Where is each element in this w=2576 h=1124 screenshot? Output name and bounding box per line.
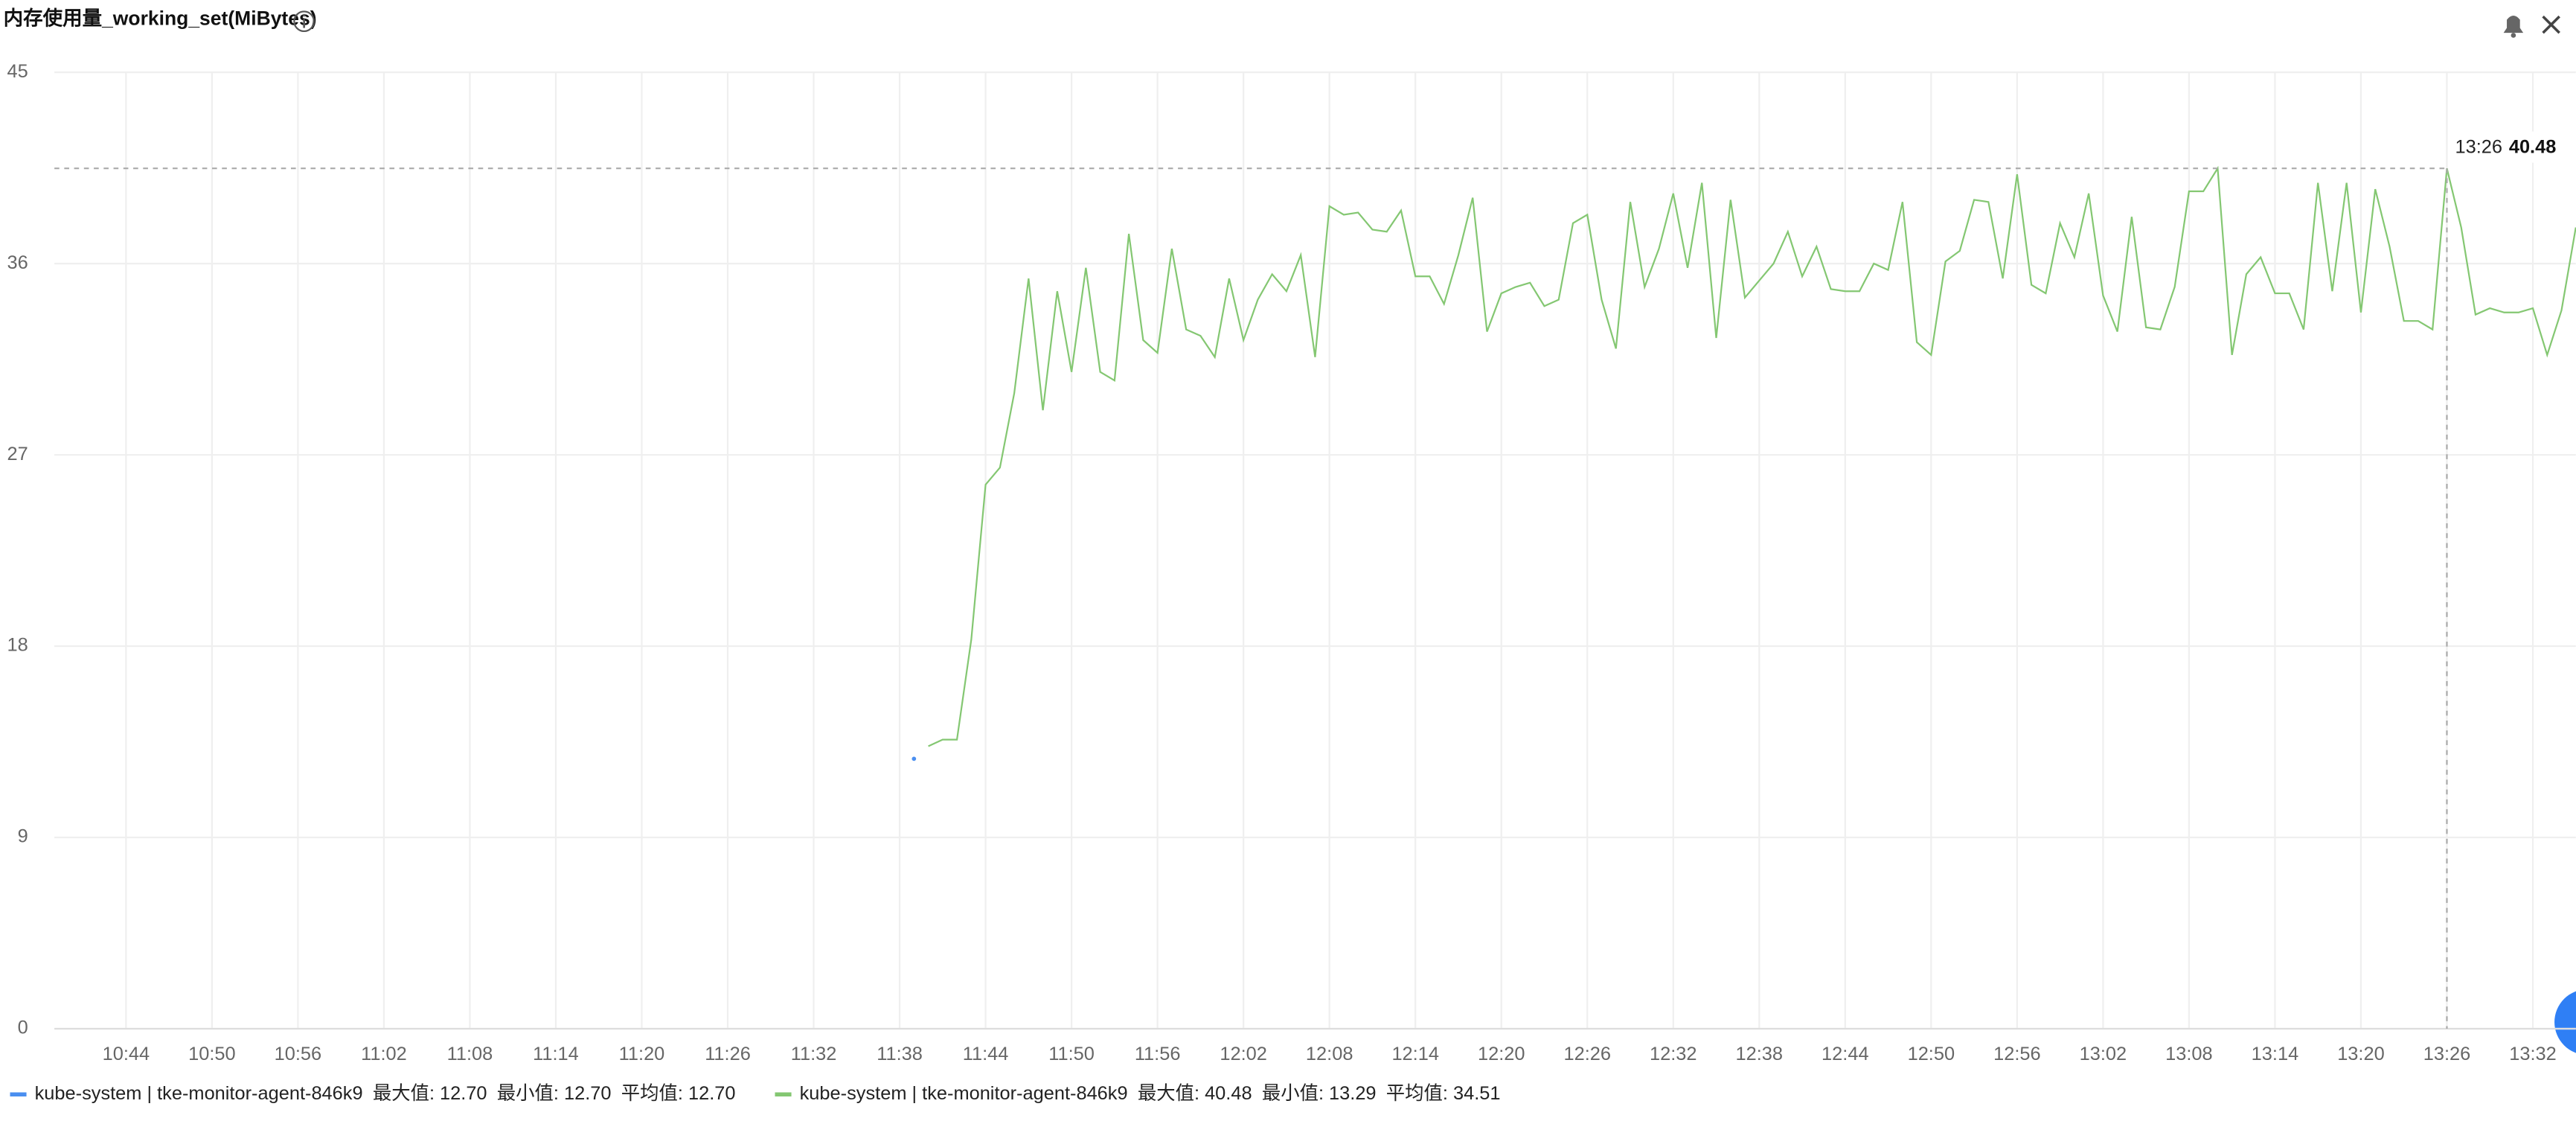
x-tick-label: 13:20 (2337, 1044, 2385, 1064)
x-tick-label: 10:44 (103, 1044, 150, 1064)
x-tick-label: 13:08 (2165, 1044, 2213, 1064)
x-tick-label: 11:26 (705, 1044, 751, 1064)
x-tick-label: 10:56 (275, 1044, 322, 1064)
x-tick-label: 11:32 (791, 1044, 837, 1064)
x-tick-label: 11:56 (1135, 1044, 1181, 1064)
tooltip-box (2448, 131, 2563, 163)
legend-stat: 平均值: 12.70 (621, 1083, 736, 1104)
legend-stat: 最小值: 12.70 (497, 1083, 612, 1104)
x-tick-label: 11:02 (361, 1044, 407, 1064)
legend-stat: 最大值: 12.70 (373, 1083, 487, 1104)
x-tick-label: 13:14 (2252, 1044, 2299, 1064)
y-tick-label: 0 (18, 1018, 28, 1038)
y-tick-label: 18 (7, 635, 28, 656)
x-tick-label: 12:56 (1993, 1044, 2041, 1064)
alarm-bell-icon[interactable] (2503, 15, 2524, 38)
tooltip-time: 13:26 (2455, 136, 2503, 157)
x-tick-label: 12:32 (1650, 1044, 1697, 1064)
x-tick-label: 11:50 (1048, 1044, 1095, 1064)
x-tick-label: 12:14 (1391, 1044, 1439, 1064)
data-point (911, 756, 917, 761)
y-tick-label: 27 (7, 444, 28, 464)
floating-button[interactable] (2554, 989, 2576, 1055)
x-tick-label: 11:44 (963, 1044, 1009, 1064)
legend-stat: 最大值: 40.48 (1138, 1083, 1252, 1104)
x-tick-label: 10:50 (188, 1044, 236, 1064)
x-tick-label: 12:50 (1908, 1044, 1955, 1064)
tooltip-value: 40.48 (2509, 136, 2557, 157)
legend-label: kube-system | tke-monitor-agent-846k9 (800, 1083, 1128, 1104)
legend-stat: 平均值: 34.51 (1386, 1083, 1501, 1104)
x-tick-label: 13:26 (2423, 1044, 2471, 1064)
x-tick-label: 12:38 (1736, 1044, 1784, 1064)
legend-label: kube-system | tke-monitor-agent-846k9 (35, 1083, 363, 1104)
x-tick-label: 11:38 (877, 1044, 923, 1064)
series-line (928, 165, 2576, 747)
legend-stat: 最小值: 13.29 (1262, 1083, 1377, 1104)
close-icon[interactable] (2542, 15, 2560, 34)
y-tick-label: 36 (7, 252, 28, 273)
x-tick-label: 12:20 (1478, 1044, 1525, 1064)
x-tick-label: 13:32 (2509, 1044, 2557, 1064)
x-tick-label: 11:20 (619, 1044, 665, 1064)
x-tick-label: 13:02 (2080, 1044, 2127, 1064)
x-tick-label: 11:08 (447, 1044, 493, 1064)
x-tick-label: 12:02 (1220, 1044, 1266, 1064)
y-tick-label: 9 (18, 826, 28, 847)
x-tick-label: 11:14 (533, 1044, 579, 1064)
x-tick-label: 12:44 (1822, 1044, 1869, 1064)
chart-title: 内存使用量_working_set(MiBytes) (4, 7, 317, 29)
x-tick-label: 12:08 (1306, 1044, 1353, 1064)
x-tick-label: 12:26 (1563, 1044, 1611, 1064)
info-icon[interactable] (293, 10, 315, 33)
y-tick-label: 45 (7, 61, 28, 82)
